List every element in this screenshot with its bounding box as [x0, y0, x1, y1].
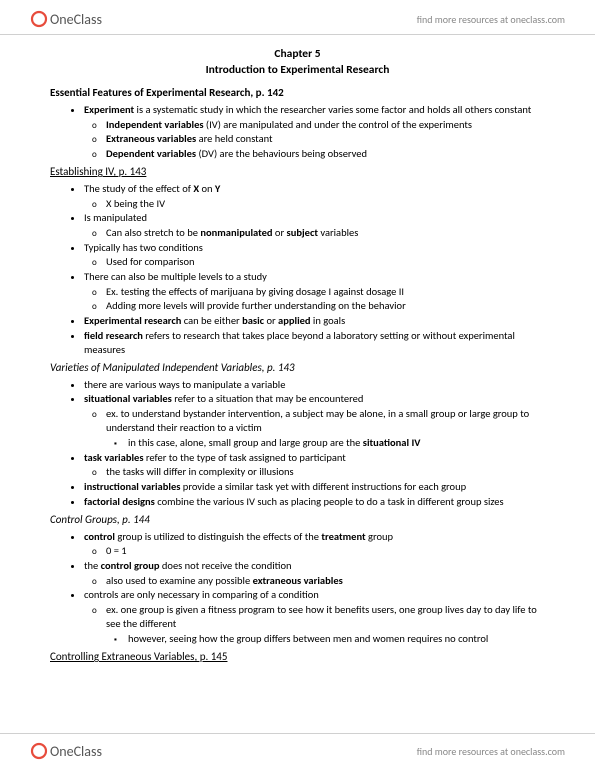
- chapter-number: Chapter 5: [50, 47, 545, 63]
- list-item: control group is utilized to distinguish…: [84, 530, 545, 559]
- list-item: 0 = 1: [106, 544, 545, 558]
- list-item: X being the IV: [106, 197, 545, 211]
- list-item: controls are only necessary in comparing…: [84, 588, 545, 646]
- list-item: also used to examine any possible extran…: [106, 574, 545, 588]
- list-item: field research refers to research that t…: [84, 329, 545, 357]
- chapter-title: Introduction to Experimental Research: [50, 63, 545, 79]
- list-item: Experimental research can be either basi…: [84, 314, 545, 328]
- list-item: ex. one group is given a fitness program…: [106, 603, 545, 646]
- list-item: the control group does not receive the c…: [84, 559, 545, 588]
- list-item: Experiment is a systematic study in whic…: [84, 103, 545, 161]
- list-item: factorial designs combine the various IV…: [84, 495, 545, 509]
- list-item: Is manipulated Can also stretch to be no…: [84, 211, 545, 240]
- section-heading: Controlling Extraneous Variables, p. 145: [50, 650, 545, 665]
- title-block: Chapter 5 Introduction to Experimental R…: [50, 47, 545, 78]
- page-footer: OneClass find more resources at oneclass…: [0, 733, 595, 770]
- list-item: Extraneous variables are held constant: [106, 132, 545, 146]
- list-item: ex. to understand bystander intervention…: [106, 407, 545, 450]
- list-item: task variables refer to the type of task…: [84, 451, 545, 480]
- list-item: in this case, alone, small group and lar…: [128, 436, 545, 450]
- section-heading: Varieties of Manipulated Independent Var…: [50, 361, 545, 376]
- list-item: instructional variables provide a simila…: [84, 480, 545, 494]
- list-item: there are various ways to manipulate a v…: [84, 378, 545, 392]
- bullet-list: Experiment is a systematic study in whic…: [50, 103, 545, 161]
- section-heading: Establishing IV, p. 143: [50, 165, 545, 180]
- list-item: however, seeing how the group differs be…: [128, 632, 545, 646]
- list-item: Ex. testing the effects of marijuana by …: [106, 285, 545, 299]
- list-item: Adding more levels will provide further …: [106, 299, 545, 313]
- document-body: Chapter 5 Introduction to Experimental R…: [0, 35, 595, 675]
- list-item: the tasks will differ in complexity or i…: [106, 465, 545, 479]
- section-heading: Essential Features of Experimental Resea…: [50, 86, 545, 101]
- page-header: OneClass find more resources at oneclass…: [0, 0, 595, 35]
- list-item: Typically has two conditions Used for co…: [84, 241, 545, 270]
- list-item: situational variables refer to a situati…: [84, 392, 545, 450]
- list-item: Used for comparison: [106, 255, 545, 269]
- footer-tagline[interactable]: find more resources at oneclass.com: [417, 745, 565, 758]
- header-tagline[interactable]: find more resources at oneclass.com: [417, 13, 565, 26]
- logo-icon: [30, 742, 48, 760]
- bullet-list: control group is utilized to distinguish…: [50, 530, 545, 646]
- list-item: Independent variables (IV) are manipulat…: [106, 118, 545, 132]
- section-heading: Control Groups, p. 144: [50, 513, 545, 528]
- list-item: Dependent variables (DV) are the behavio…: [106, 147, 545, 161]
- bullet-list: there are various ways to manipulate a v…: [50, 378, 545, 509]
- logo-icon: [30, 10, 48, 28]
- brand-name: OneClass: [50, 11, 102, 28]
- list-item: The study of the effect of X on Y X bein…: [84, 182, 545, 211]
- bullet-list: The study of the effect of X on Y X bein…: [50, 182, 545, 357]
- brand-logo: OneClass: [30, 10, 102, 28]
- brand-name: OneClass: [50, 743, 102, 760]
- list-item: Can also stretch to be nonmanipulated or…: [106, 226, 545, 240]
- list-item: There can also be multiple levels to a s…: [84, 270, 545, 314]
- brand-logo: OneClass: [30, 742, 102, 760]
